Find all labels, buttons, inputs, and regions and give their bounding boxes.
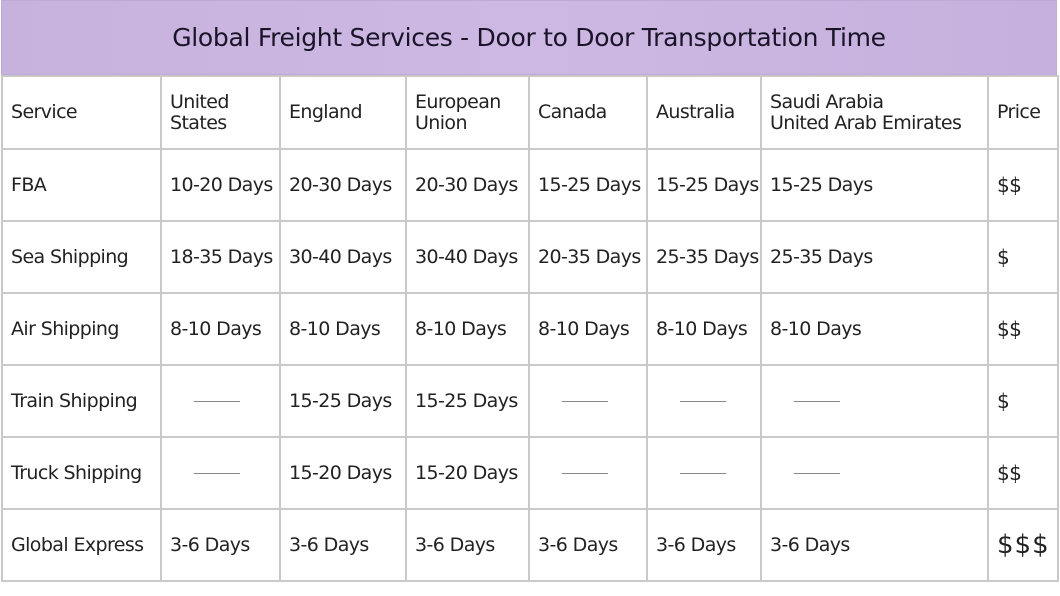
column-header-line: States [170, 111, 227, 134]
table-title: Global Freight Services - Door to Door T… [1, 0, 1057, 75]
transit-time-cell: 15-25 Days [405, 364, 530, 438]
transit-time-cell: 3-6 Days [760, 508, 989, 582]
dash-mark [794, 472, 840, 474]
transit-time-cell: 3-6 Days [405, 508, 530, 582]
table-row: Air Shipping 8-10 Days 8-10 Days 8-10 Days 8… [1, 292, 1059, 366]
transit-time-cell: 3-6 Days [279, 508, 407, 582]
transit-time-cell: 30-40 Days [279, 220, 407, 294]
service-cell: Train Shipping [1, 364, 162, 438]
column-header-line: European [415, 90, 501, 113]
header-row: Service United States England European Union C… [1, 75, 1059, 150]
not-available-cell [528, 436, 648, 510]
transit-time-cell: 10-20 Days [160, 148, 281, 222]
column-header: United States [160, 75, 281, 150]
transit-time-cell: 8-10 Days [279, 292, 407, 366]
transit-time-cell: 20-35 Days [528, 220, 648, 294]
transit-time-cell: 20-30 Days [405, 148, 530, 222]
column-header-line: Australia [656, 101, 735, 123]
dash-mark [562, 400, 608, 402]
service-cell: Air Shipping [1, 292, 162, 366]
transit-time-cell: 8-10 Days [405, 292, 530, 366]
transit-time-cell: 3-6 Days [646, 508, 762, 582]
column-header: England [279, 75, 407, 150]
price-cell: $$ [987, 436, 1059, 510]
service-cell: Truck Shipping [1, 436, 162, 510]
transit-time-cell: 15-25 Days [279, 364, 407, 438]
transit-time-cell: 8-10 Days [160, 292, 281, 366]
column-header-line: Saudi Arabia [770, 90, 884, 113]
column-header-line: United Arab Emirates [770, 111, 962, 134]
dash-mark [562, 472, 608, 474]
column-header: Canada [528, 75, 648, 150]
service-cell: Global Express [1, 508, 162, 582]
transit-time-cell: 15-25 Days [760, 148, 989, 222]
column-header-line: Service [11, 101, 78, 123]
transit-time-cell: 3-6 Days [528, 508, 648, 582]
column-header-line: United [170, 90, 229, 113]
not-available-cell [160, 436, 281, 510]
price-cell: $$$ [987, 508, 1059, 582]
transit-time-cell: 15-25 Days [528, 148, 648, 222]
table-row: FBA 10-20 Days 20-30 Days 20-30 Days 15-25 D… [1, 148, 1059, 222]
column-header-line: Price [997, 101, 1041, 123]
column-header-line: Union [415, 111, 468, 134]
transport-time-table: Service United States England European Union C… [1, 75, 1059, 582]
transit-time-cell: 25-35 Days [646, 220, 762, 294]
column-header: Service [1, 75, 162, 150]
column-header: Australia [646, 75, 762, 150]
not-available-cell [528, 364, 648, 438]
table-row: Truck Shipping 15-20 Days 15-20 Days $$ [1, 436, 1059, 510]
service-cell: Sea Shipping [1, 220, 162, 294]
transit-time-cell: 20-30 Days [279, 148, 407, 222]
service-cell: FBA [1, 148, 162, 222]
not-available-cell [760, 436, 989, 510]
transit-time-cell: 8-10 Days [646, 292, 762, 366]
transit-time-cell: 8-10 Days [528, 292, 648, 366]
table-row: Sea Shipping 18-35 Days 30-40 Days 30-40 Da… [1, 220, 1059, 294]
dash-mark [680, 472, 726, 474]
transit-time-cell: 15-20 Days [279, 436, 407, 510]
dash-mark [194, 400, 240, 402]
table-row: Global Express 3-6 Days 3-6 Days 3-6 Days 3-… [1, 508, 1059, 582]
table-row: Train Shipping 15-25 Days 15-25 Days $ [1, 364, 1059, 438]
column-header: European Union [405, 75, 530, 150]
price-cell: $ [987, 364, 1059, 438]
dash-mark [794, 400, 840, 402]
transit-time-cell: 30-40 Days [405, 220, 530, 294]
not-available-cell [646, 436, 762, 510]
transit-time-cell: 8-10 Days [760, 292, 989, 366]
price-cell: $$ [987, 148, 1059, 222]
transit-time-cell: 25-35 Days [760, 220, 989, 294]
transit-time-cell: 15-25 Days [646, 148, 762, 222]
column-header: Saudi Arabia United Arab Emirates [760, 75, 989, 150]
column-header-line: England [289, 101, 363, 123]
not-available-cell [760, 364, 989, 438]
not-available-cell [160, 364, 281, 438]
price-cell: $ [987, 220, 1059, 294]
not-available-cell [646, 364, 762, 438]
dash-mark [680, 400, 726, 402]
transit-time-cell: 18-35 Days [160, 220, 281, 294]
transit-time-cell: 3-6 Days [160, 508, 281, 582]
price-cell: $$ [987, 292, 1059, 366]
dash-mark [194, 472, 240, 474]
transit-time-cell: 15-20 Days [405, 436, 530, 510]
column-header-line: Canada [538, 101, 607, 123]
column-header: Price [987, 75, 1059, 150]
